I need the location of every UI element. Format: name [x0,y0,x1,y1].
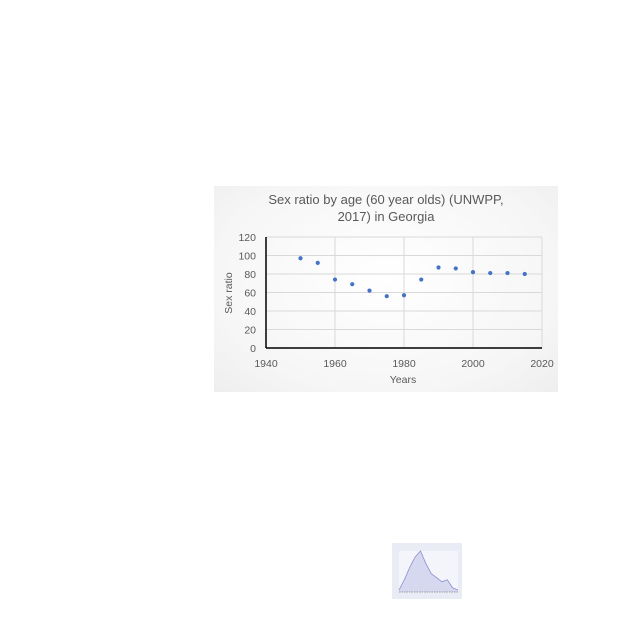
y-tick-label: 100 [238,251,256,263]
y-tick-label: 40 [244,306,256,318]
chart-title-line-2: 2017) in Georgia [338,209,436,224]
y-axis-title: Sex ratio [223,272,235,314]
y-tick-label: 0 [250,343,256,355]
data-point [332,277,338,282]
data-points [298,256,527,299]
thumbnail-chart [392,543,462,599]
y-tick-label: 120 [238,232,256,244]
x-tick-label: 2020 [530,358,554,370]
data-point [505,270,510,276]
thumbnail-chart-plot [398,550,459,593]
data-point [419,277,424,282]
x-tick-label: 1960 [323,358,347,370]
data-point [350,282,355,287]
main-chart-panel: Sex ratio by age (60 year olds) (UNWPP, … [214,186,558,392]
chart-title-line-1: Sex ratio by age (60 year olds) (UNWPP, [268,192,503,207]
x-axis-title: Years [390,374,416,386]
tick-labels: 0 20 40 60 80 100 120 1940 1960 1980 2000 2020 [238,232,553,370]
data-point [453,266,458,271]
data-point [470,270,476,275]
data-point [298,256,303,261]
grid-layer [266,236,543,348]
y-tick-label: 20 [244,325,256,337]
data-point [367,288,372,293]
axis-layer [265,237,542,349]
y-tick-label: 60 [244,288,256,300]
x-tick-label: 1940 [254,358,278,370]
scatter-chart: Sex ratio by age (60 year olds) (UNWPP, … [223,192,554,386]
thumbnail-area-fill [399,551,458,592]
data-point [315,260,320,265]
x-tick-label: 2000 [461,358,485,370]
data-point [401,293,407,298]
x-tick-label: 1980 [392,358,416,370]
data-point [436,265,441,270]
data-point [488,270,493,276]
data-point [522,271,527,277]
data-point [384,294,389,299]
thumbnail-line [398,550,459,591]
y-tick-label: 80 [244,269,256,281]
